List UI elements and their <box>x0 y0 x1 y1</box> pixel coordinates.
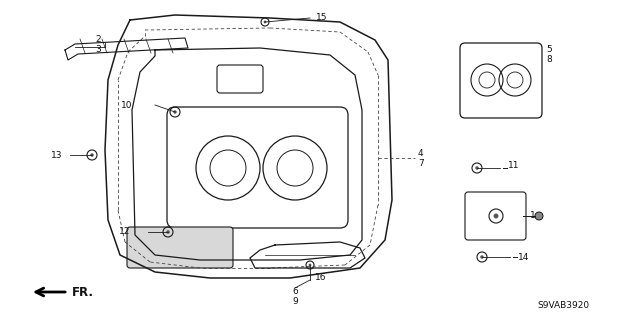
Circle shape <box>480 255 484 259</box>
Text: S9VAB3920: S9VAB3920 <box>538 300 590 309</box>
Circle shape <box>173 110 177 114</box>
Text: 7: 7 <box>418 159 424 167</box>
Circle shape <box>493 213 499 219</box>
Circle shape <box>166 230 170 234</box>
Circle shape <box>264 21 266 23</box>
Text: 4: 4 <box>418 149 424 158</box>
Text: 1: 1 <box>530 211 536 220</box>
Text: 16: 16 <box>315 273 326 283</box>
Text: 2: 2 <box>95 35 100 44</box>
FancyBboxPatch shape <box>127 227 233 268</box>
Text: 8: 8 <box>546 56 552 64</box>
Text: 14: 14 <box>518 253 529 262</box>
Text: 13: 13 <box>51 151 62 160</box>
Text: 10: 10 <box>120 101 132 110</box>
Text: 5: 5 <box>546 46 552 55</box>
Text: 15: 15 <box>316 13 328 23</box>
Text: 12: 12 <box>118 227 130 236</box>
Text: 9: 9 <box>292 298 298 307</box>
Text: 6: 6 <box>292 287 298 296</box>
Circle shape <box>535 212 543 220</box>
Circle shape <box>476 166 479 170</box>
Text: FR.: FR. <box>72 286 94 299</box>
Text: 11: 11 <box>508 160 520 169</box>
Text: 3: 3 <box>95 46 100 55</box>
Circle shape <box>308 263 312 266</box>
Circle shape <box>90 153 93 157</box>
